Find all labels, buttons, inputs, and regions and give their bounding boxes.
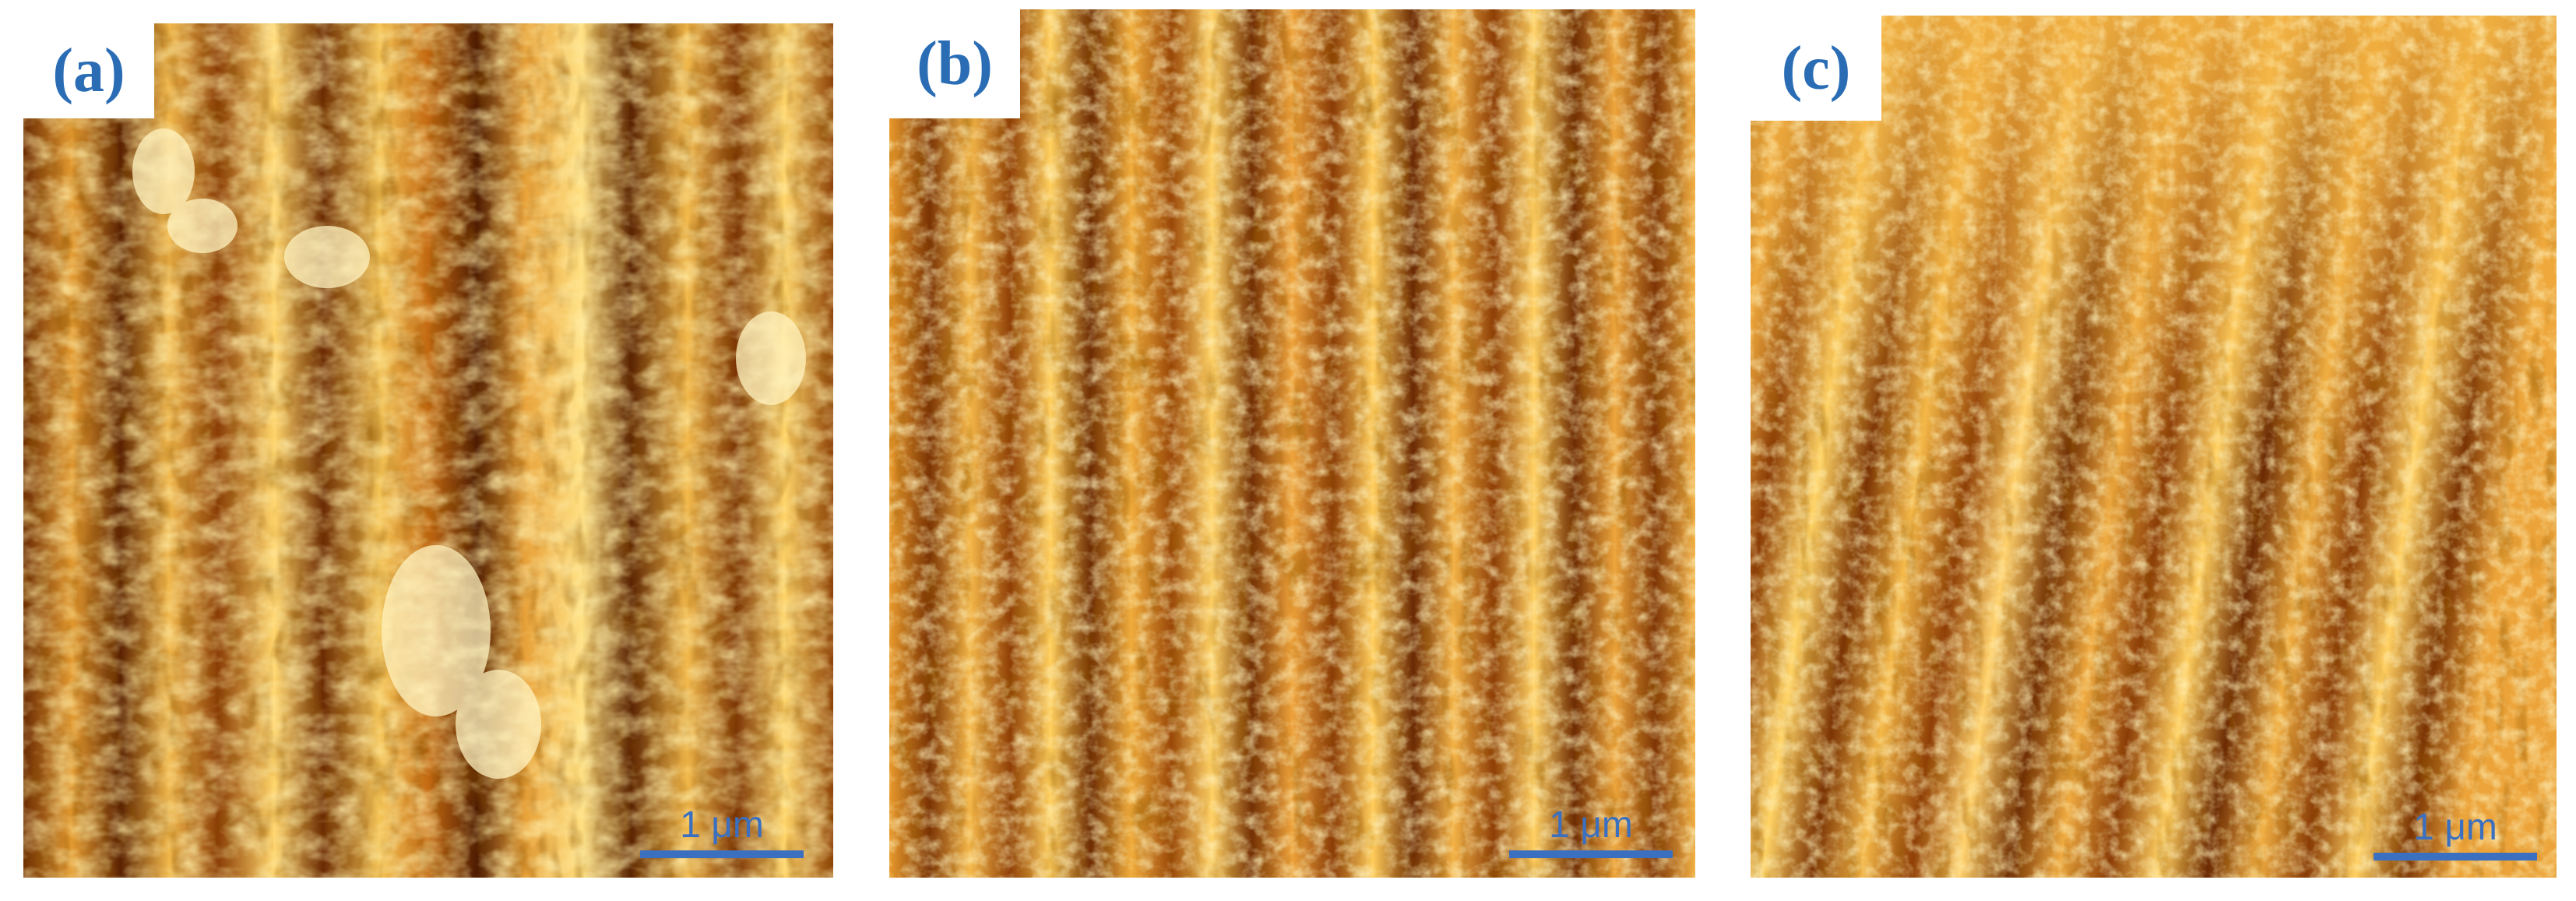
panel-label-b: (b): [917, 30, 993, 98]
scale-bar-a: 1 μm: [640, 788, 804, 858]
panel-label-box-c: (c): [1751, 16, 1881, 121]
scale-bar-label-b: 1 μm: [1549, 804, 1633, 846]
scale-bar-b: 1 μm: [1509, 788, 1673, 858]
afm-topography-image-c: [1751, 16, 2557, 878]
afm-panel-a: (a) 1 μm: [23, 23, 833, 878]
afm-panel-c: (c) 1 μm: [1751, 16, 2557, 878]
panel-label-a: (a): [52, 37, 125, 105]
afm-topography-image-a: [23, 23, 833, 878]
panel-label-box-b: (b): [889, 9, 1020, 118]
panel-label-box-a: (a): [23, 23, 154, 118]
afm-topography-image-b: [889, 9, 1695, 878]
scale-bar-line-c: [2374, 853, 2537, 861]
scale-bar-c: 1 μm: [2374, 790, 2537, 861]
scale-bar-line-a: [640, 850, 804, 858]
panel-label-c: (c): [1781, 33, 1851, 103]
scale-bar-label-a: 1 μm: [680, 804, 764, 846]
afm-panel-b: (b) 1 μm: [889, 9, 1695, 878]
scale-bar-label-c: 1 μm: [2413, 807, 2497, 848]
scale-bar-line-b: [1509, 850, 1673, 858]
